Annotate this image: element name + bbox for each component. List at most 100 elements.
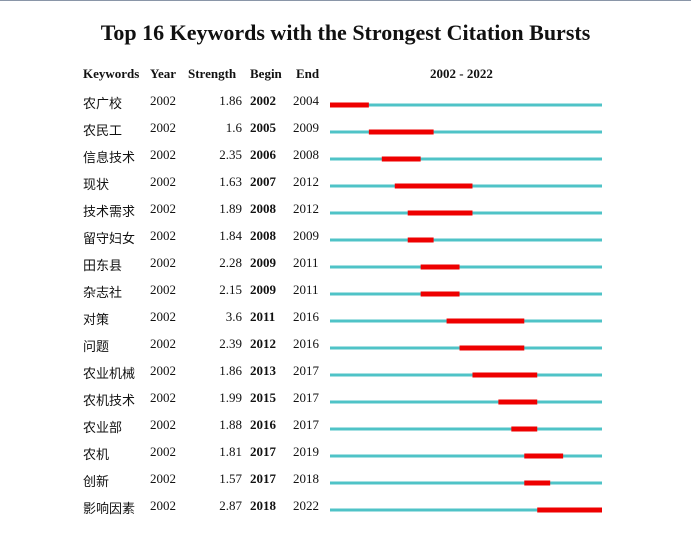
year-cell: 2002 <box>150 201 176 216</box>
table-row: 杂志社 2002 2.15 2009 2011 <box>0 282 691 309</box>
begin-cell: 2005 <box>250 120 276 135</box>
year-cell: 2002 <box>150 228 176 243</box>
end-cell: 2008 <box>293 147 319 162</box>
timeline-line <box>330 373 602 377</box>
keyword-cell: 留守妇女 <box>83 232 136 247</box>
burst-bar <box>394 183 473 189</box>
end-cell: 2009 <box>293 120 319 135</box>
begin-cell: 2013 <box>250 363 276 378</box>
timeline-line <box>330 481 602 485</box>
end-cell: 2011 <box>293 255 319 270</box>
table-row: 田东县 2002 2.28 2009 2011 <box>0 255 691 282</box>
end-cell: 2004 <box>293 93 319 108</box>
table-row: 现状 2002 1.63 2007 2012 <box>0 174 691 201</box>
begin-cell: 2006 <box>250 147 276 162</box>
end-cell: 2012 <box>293 201 319 216</box>
strength-cell: 2.39 <box>219 336 242 351</box>
strength-cell: 1.84 <box>219 228 242 243</box>
burst-bar <box>524 453 564 459</box>
keyword-cell: 农业部 <box>83 421 123 436</box>
end-cell: 2017 <box>293 390 319 405</box>
burst-bar <box>420 264 460 270</box>
keyword-cell: 现状 <box>83 178 110 193</box>
timeline-line <box>330 130 602 134</box>
timeline-line <box>330 400 602 404</box>
year-cell: 2002 <box>150 255 176 270</box>
end-cell: 2022 <box>293 498 319 513</box>
burst-bar <box>407 210 473 216</box>
begin-cell: 2016 <box>250 417 276 432</box>
end-cell: 2016 <box>293 309 319 324</box>
keyword-cell: 农民工 <box>83 124 123 139</box>
table-row: 创新 2002 1.57 2017 2018 <box>0 471 691 498</box>
burst-bar <box>524 480 551 486</box>
begin-cell: 2017 <box>250 444 276 459</box>
burst-bar <box>420 291 460 297</box>
begin-cell: 2017 <box>250 471 276 486</box>
end-cell: 2018 <box>293 471 319 486</box>
strength-cell: 2.35 <box>219 147 242 162</box>
strength-cell: 3.6 <box>225 309 242 324</box>
year-cell: 2002 <box>150 93 176 108</box>
table-row: 农民工 2002 1.6 2005 2009 <box>0 120 691 147</box>
burst-bar <box>330 102 369 108</box>
strength-cell: 1.86 <box>219 93 242 108</box>
table-row: 对策 2002 3.6 2011 2016 <box>0 309 691 336</box>
burst-bar <box>381 156 421 162</box>
header-begin: Begin <box>250 66 282 81</box>
year-cell: 2002 <box>150 174 176 189</box>
timeline-line <box>330 508 602 512</box>
begin-cell: 2008 <box>250 201 276 216</box>
top-border <box>0 0 691 1</box>
end-cell: 2009 <box>293 228 319 243</box>
begin-cell: 2018 <box>250 498 276 513</box>
table-row: 农广校 2002 1.86 2002 2004 <box>0 93 691 120</box>
keyword-cell: 杂志社 <box>83 286 123 301</box>
strength-cell: 1.86 <box>219 363 242 378</box>
strength-cell: 1.89 <box>219 201 242 216</box>
timeline-line <box>330 292 602 296</box>
strength-cell: 2.15 <box>219 282 242 297</box>
keyword-cell: 农业机械 <box>83 367 136 382</box>
keyword-cell: 农机 <box>83 448 110 463</box>
burst-bar <box>472 372 538 378</box>
keyword-cell: 问题 <box>83 340 110 355</box>
begin-cell: 2011 <box>250 309 276 324</box>
timeline-line <box>330 103 602 107</box>
begin-cell: 2012 <box>250 336 276 351</box>
header-end: End <box>296 66 320 81</box>
burst-bar <box>407 237 434 243</box>
header-keywords: Keywords <box>83 66 140 81</box>
keyword-cell: 技术需求 <box>83 205 136 220</box>
timeline-line <box>330 265 602 269</box>
burst-bar <box>368 129 434 135</box>
table-row: 农机技术 2002 1.99 2015 2017 <box>0 390 691 417</box>
strength-cell: 2.87 <box>219 498 242 513</box>
header-year: Year <box>150 66 176 81</box>
timeline-line <box>330 238 602 242</box>
table-row: 农业机械 2002 1.86 2013 2017 <box>0 363 691 390</box>
burst-bar <box>446 318 525 324</box>
strength-cell: 2.28 <box>219 255 242 270</box>
table-row: 问题 2002 2.39 2012 2016 <box>0 336 691 363</box>
begin-cell: 2015 <box>250 390 276 405</box>
burst-bar <box>459 345 525 351</box>
year-cell: 2002 <box>150 444 176 459</box>
timeline-line <box>330 427 602 431</box>
keyword-cell: 影响因素 <box>83 502 136 517</box>
burst-bar <box>537 507 602 513</box>
begin-cell: 2009 <box>250 255 276 270</box>
year-cell: 2002 <box>150 417 176 432</box>
timeline-line <box>330 157 602 161</box>
keyword-cell: 农广校 <box>83 97 123 112</box>
table-row: 留守妇女 2002 1.84 2008 2009 <box>0 228 691 255</box>
strength-cell: 1.63 <box>219 174 242 189</box>
timeline-line <box>330 454 602 458</box>
strength-cell: 1.57 <box>219 471 242 486</box>
year-cell: 2002 <box>150 336 176 351</box>
end-cell: 2017 <box>293 417 319 432</box>
year-cell: 2002 <box>150 471 176 486</box>
header-year-range: 2002 - 2022 <box>430 66 493 81</box>
table-row: 农业部 2002 1.88 2016 2017 <box>0 417 691 444</box>
